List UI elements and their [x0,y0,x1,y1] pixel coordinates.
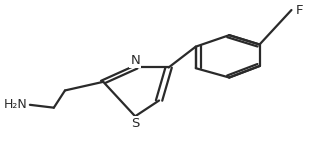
Text: S: S [131,117,139,130]
Text: N: N [130,54,140,67]
Text: F: F [295,3,303,17]
Text: H₂N: H₂N [4,98,27,111]
